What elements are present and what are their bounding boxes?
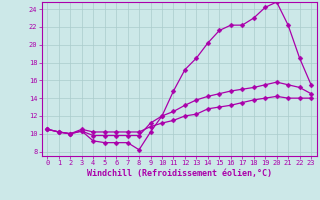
X-axis label: Windchill (Refroidissement éolien,°C): Windchill (Refroidissement éolien,°C) [87,169,272,178]
